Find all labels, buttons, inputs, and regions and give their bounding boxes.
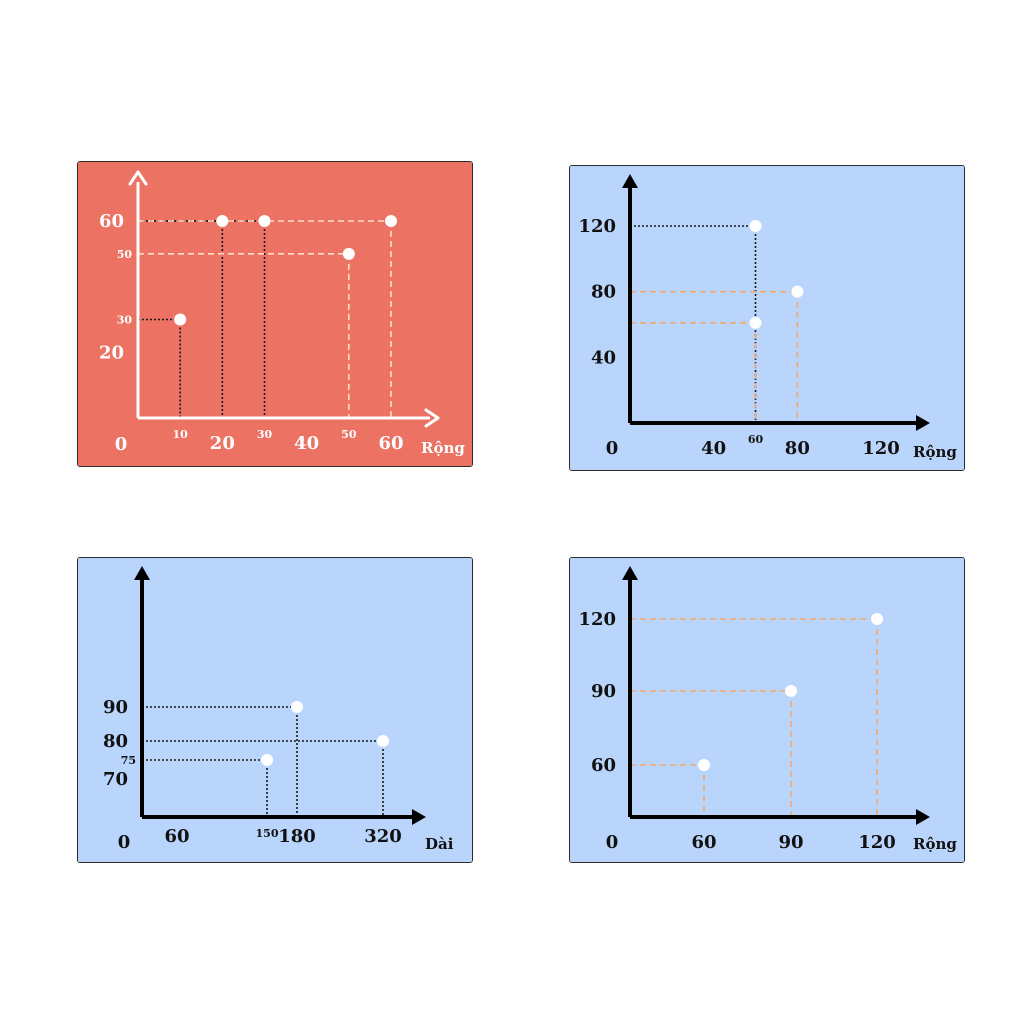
chart-2-y-tick-3: 120 [578, 216, 616, 237]
chart-2-y-tick-2: 80 [591, 282, 616, 303]
chart-3-origin-label: 0 [118, 832, 131, 853]
chart-1-point-x-label-4: 50 [341, 428, 357, 441]
chart-1-point-x-label-1: 10 [173, 428, 189, 441]
chart-1-origin-label: 0 [115, 434, 128, 455]
chart-2-point-x-label-1: 60 [748, 433, 764, 446]
chart-4-point-1 [698, 759, 710, 771]
chart-1-y-axis-arrow [128, 170, 148, 186]
chart-2-plot: 40 80 120 40 80 120 0 Rộng 60 [570, 166, 964, 470]
chart-3-y-tick-2: 80 [103, 731, 128, 752]
chart-3-point-2 [291, 701, 303, 713]
chart-4-x-axis-title: Rộng [913, 835, 957, 853]
chart-4-y-tick-3: 120 [578, 609, 616, 630]
chart-1-point-3 [258, 215, 271, 227]
chart-4-y-axis-arrow [622, 566, 638, 580]
chart-1-x-axis-arrow [424, 408, 440, 428]
chart-4-y-tick-2: 90 [591, 681, 616, 702]
chart-4-x-tick-2: 90 [778, 832, 803, 853]
chart-3-y-axis-arrow [134, 566, 150, 580]
chart-1-point-y-label-1: 30 [117, 314, 133, 327]
chart-2-origin-label: 0 [606, 438, 619, 459]
chart-2-background [570, 166, 964, 470]
chart-1-plot: 20 40 60 20 60 0 Rộng 10 30 30 50 50 [78, 162, 472, 466]
chart-2-point-1 [749, 220, 762, 232]
chart-3-x-tick-1: 60 [164, 826, 189, 847]
chart-2-y-tick-1: 40 [591, 347, 616, 368]
chart-1-y-tick-1: 20 [99, 342, 124, 363]
chart-4-background [570, 558, 964, 862]
chart-panel-1: 20 40 60 20 60 0 Rộng 10 30 30 50 50 [77, 161, 473, 467]
chart-panel-2: 40 80 120 40 80 120 0 Rộng 60 [569, 165, 965, 471]
chart-1-point-2 [216, 215, 229, 227]
chart-2-point-2 [791, 285, 804, 298]
chart-4-point-2 [785, 685, 797, 697]
chart-4-plot: 60 90 120 60 90 120 0 Rộng [570, 558, 964, 862]
chart-1-x-tick-3: 60 [378, 433, 403, 454]
chart-3-x-axis-arrow [412, 809, 426, 825]
chart-3-y-tick-3: 90 [103, 697, 128, 718]
chart-3-point-y-label-1: 75 [121, 754, 136, 767]
chart-1-x-axis-title: Rộng [421, 439, 465, 457]
chart-4-origin-label: 0 [606, 832, 619, 853]
chart-3-x-tick-3: 320 [364, 826, 402, 847]
chart-panel-4: 60 90 120 60 90 120 0 Rộng [569, 557, 965, 863]
chart-1-background [78, 162, 472, 466]
chart-4-x-tick-3: 120 [858, 832, 896, 853]
chart-3-plot: 60 180 320 70 80 90 0 Dài 150 75 [78, 558, 472, 862]
chart-1-point-x-label-3: 30 [257, 428, 273, 441]
chart-4-y-tick-1: 60 [591, 755, 616, 776]
chart-2-x-tick-3: 120 [862, 438, 900, 459]
chart-3-x-axis-title: Dài [425, 835, 454, 853]
chart-1-point-5 [385, 215, 397, 227]
chart-2-x-axis-arrow [916, 415, 930, 431]
chart-1-point-1 [174, 313, 187, 326]
chart-2-y-axis-arrow [622, 174, 638, 188]
chart-3-point-1 [261, 754, 273, 766]
chart-2-x-tick-1: 40 [701, 438, 726, 459]
chart-1-x-tick-1: 20 [210, 433, 235, 454]
chart-3-y-tick-1: 70 [103, 769, 128, 790]
chart-4-point-3 [871, 613, 883, 625]
chart-1-point-y-label-4: 50 [117, 248, 133, 261]
chart-2-x-tick-2: 80 [785, 438, 810, 459]
chart-4-x-tick-1: 60 [691, 832, 716, 853]
chart-1-x-tick-2: 40 [294, 433, 319, 454]
chart-3-x-tick-2: 180 [278, 826, 316, 847]
chart-1-y-tick-2: 60 [99, 211, 124, 232]
chart-3-point-3 [377, 735, 389, 747]
chart-4-x-axis-arrow [916, 809, 930, 825]
chart-3-point-x-label-1: 150 [256, 827, 279, 840]
chart-panel-3: 60 180 320 70 80 90 0 Dài 150 75 [77, 557, 473, 863]
chart-2-point-3 [749, 316, 762, 329]
chart-2-x-axis-title: Rộng [913, 443, 957, 461]
chart-1-point-4 [342, 247, 355, 260]
